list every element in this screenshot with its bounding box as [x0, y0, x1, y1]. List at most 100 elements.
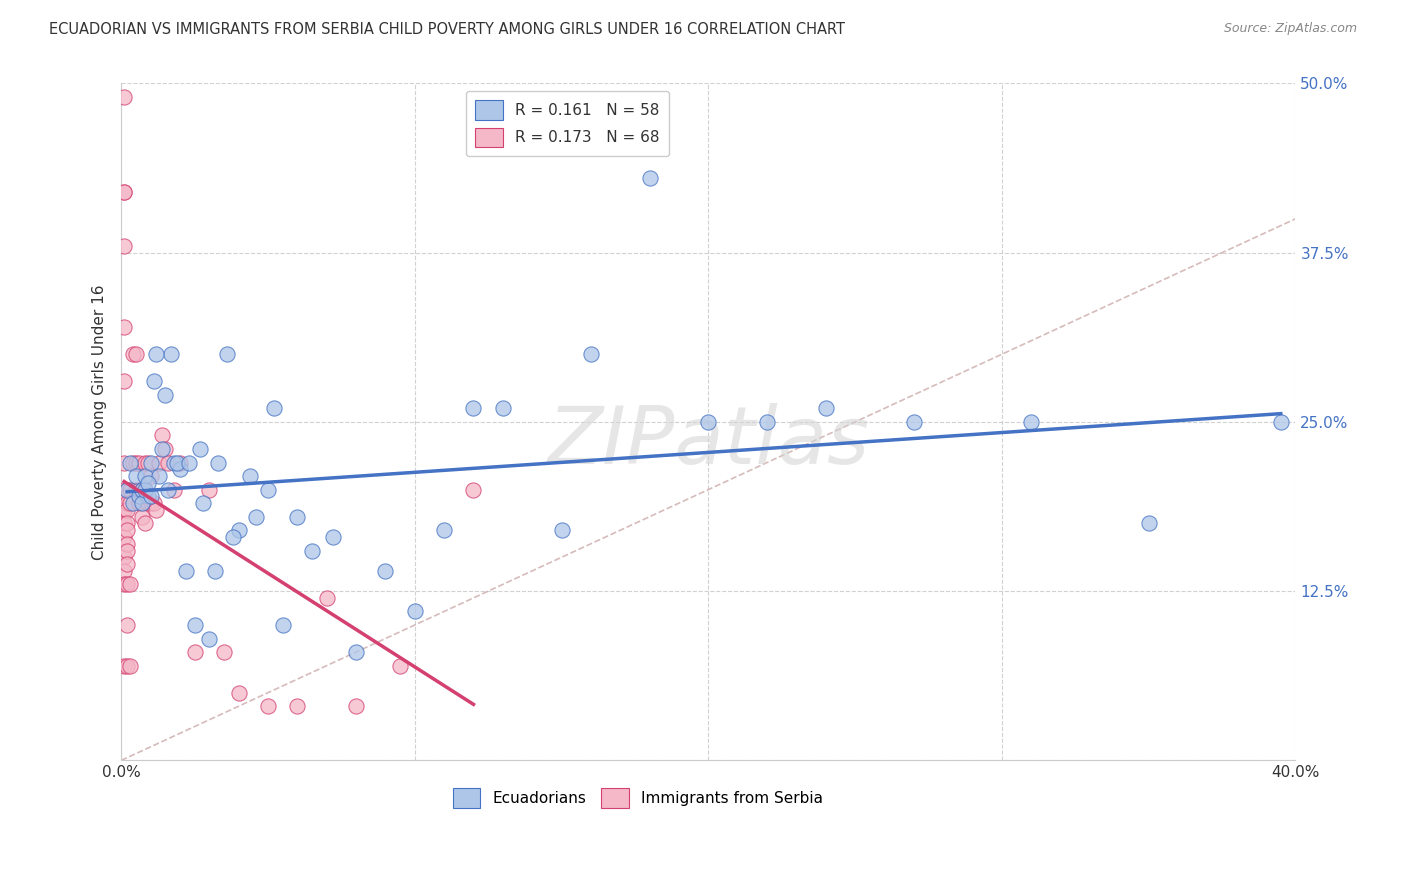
Point: [404, 604, 426, 618]
Point: [315, 591, 337, 605]
Point: [139, 456, 162, 470]
Legend: Ecuadorians, Immigrants from Serbia: Ecuadorians, Immigrants from Serbia: [447, 781, 830, 814]
Point: [344, 645, 367, 659]
Point: [160, 347, 183, 361]
Point: [122, 496, 145, 510]
Point: [139, 469, 162, 483]
Text: ZIPatlas: ZIPatlas: [547, 403, 869, 481]
Point: [263, 401, 285, 416]
Point: [157, 483, 180, 497]
Point: [134, 469, 156, 483]
Point: [134, 516, 156, 531]
Point: [112, 577, 135, 591]
Point: [579, 347, 602, 361]
Point: [115, 496, 138, 510]
Point: [212, 645, 235, 659]
Point: [155, 442, 177, 456]
Text: Source: ZipAtlas.com: Source: ZipAtlas.com: [1223, 22, 1357, 36]
Point: [115, 503, 138, 517]
Point: [239, 469, 262, 483]
Point: [131, 483, 153, 497]
Point: [112, 185, 135, 199]
Point: [115, 483, 138, 497]
Point: [131, 496, 153, 510]
Point: [112, 456, 135, 470]
Point: [150, 428, 173, 442]
Point: [118, 658, 141, 673]
Point: [134, 483, 156, 497]
Point: [115, 557, 138, 571]
Point: [433, 523, 456, 537]
Point: [463, 483, 485, 497]
Point: [344, 699, 367, 714]
Point: [271, 618, 294, 632]
Point: [118, 456, 141, 470]
Point: [1270, 415, 1292, 429]
Point: [1137, 516, 1160, 531]
Point: [228, 686, 250, 700]
Point: [142, 496, 165, 510]
Point: [115, 618, 138, 632]
Point: [166, 456, 188, 470]
Point: [183, 645, 205, 659]
Point: [118, 483, 141, 497]
Point: [136, 475, 159, 490]
Point: [183, 618, 205, 632]
Point: [134, 456, 156, 470]
Point: [112, 483, 135, 497]
Point: [131, 509, 153, 524]
Point: [128, 496, 150, 510]
Point: [115, 523, 138, 537]
Point: [163, 483, 186, 497]
Point: [638, 171, 661, 186]
Point: [112, 185, 135, 199]
Point: [389, 658, 412, 673]
Point: [145, 347, 167, 361]
Point: [115, 489, 138, 503]
Point: [112, 489, 135, 503]
Point: [198, 483, 221, 497]
Point: [169, 462, 191, 476]
Point: [903, 415, 925, 429]
Point: [198, 632, 221, 646]
Point: [128, 483, 150, 497]
Point: [222, 530, 245, 544]
Point: [115, 658, 138, 673]
Point: [148, 469, 170, 483]
Point: [136, 489, 159, 503]
Point: [204, 564, 226, 578]
Point: [112, 550, 135, 565]
Point: [115, 543, 138, 558]
Point: [115, 577, 138, 591]
Point: [112, 374, 135, 388]
Point: [112, 516, 135, 531]
Point: [245, 509, 267, 524]
Point: [163, 456, 186, 470]
Point: [756, 415, 779, 429]
Point: [374, 564, 396, 578]
Point: [115, 483, 138, 497]
Point: [145, 503, 167, 517]
Point: [193, 496, 215, 510]
Point: [112, 320, 135, 334]
Point: [150, 442, 173, 456]
Point: [285, 509, 308, 524]
Point: [125, 347, 148, 361]
Point: [139, 496, 162, 510]
Y-axis label: Child Poverty Among Girls Under 16: Child Poverty Among Girls Under 16: [93, 285, 107, 559]
Point: [207, 456, 229, 470]
Point: [174, 564, 197, 578]
Point: [285, 699, 308, 714]
Point: [228, 523, 250, 537]
Text: ECUADORIAN VS IMMIGRANTS FROM SERBIA CHILD POVERTY AMONG GIRLS UNDER 16 CORRELAT: ECUADORIAN VS IMMIGRANTS FROM SERBIA CHI…: [49, 22, 845, 37]
Point: [125, 456, 148, 470]
Point: [697, 415, 720, 429]
Point: [115, 516, 138, 531]
Point: [155, 388, 177, 402]
Point: [118, 577, 141, 591]
Point: [139, 489, 162, 503]
Point: [136, 456, 159, 470]
Point: [112, 503, 135, 517]
Point: [128, 489, 150, 503]
Point: [125, 469, 148, 483]
